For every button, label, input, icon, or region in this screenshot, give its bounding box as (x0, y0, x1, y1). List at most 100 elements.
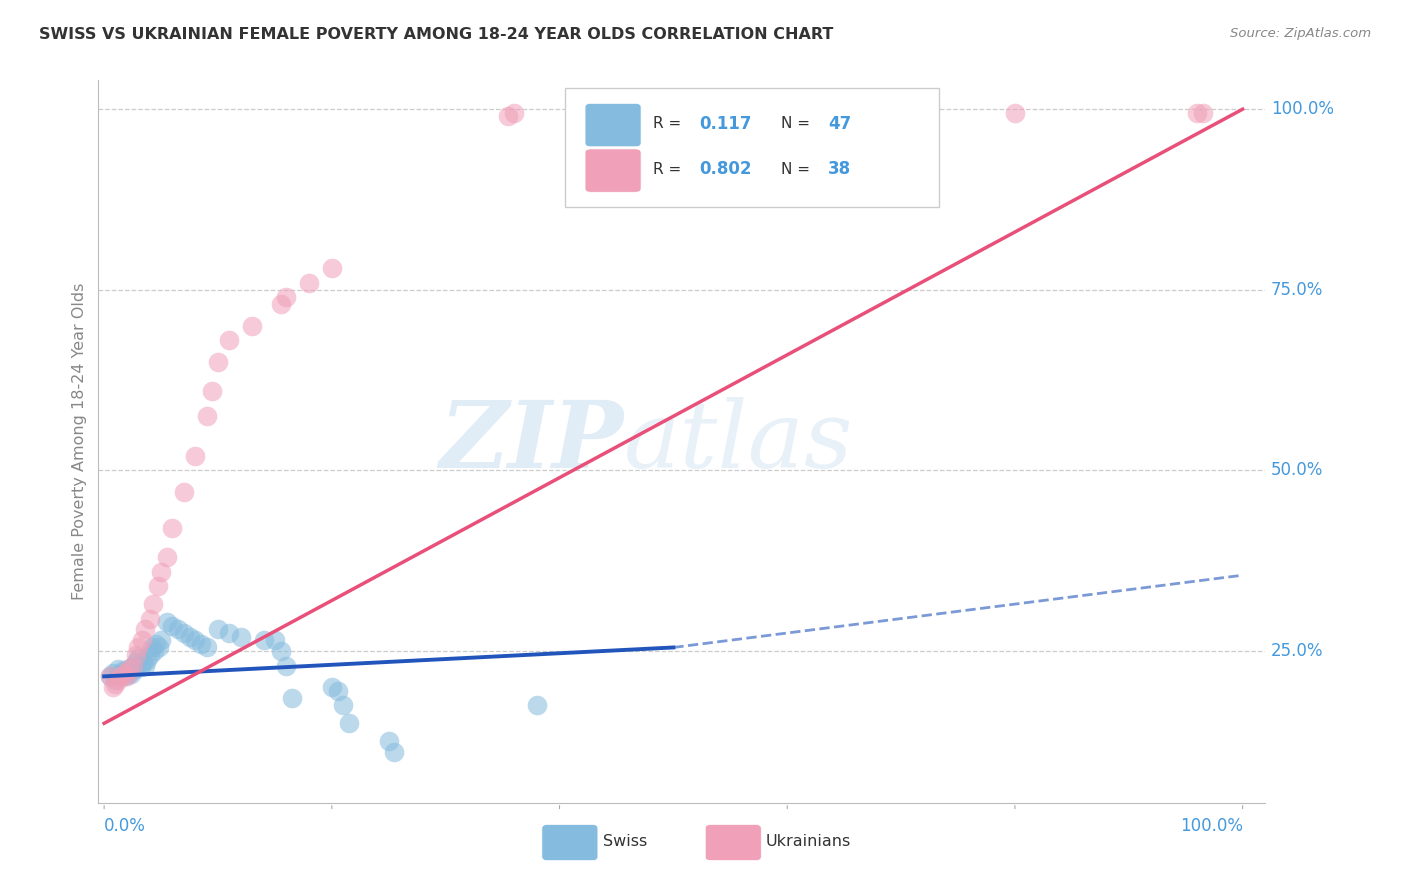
FancyBboxPatch shape (585, 149, 641, 193)
Point (104, 673, 127, 687)
Text: 50.0%: 50.0% (1271, 461, 1323, 479)
Point (384, 745, 406, 759)
Point (146, 579, 169, 593)
Point (150, 565, 173, 579)
Point (120, 667, 142, 681)
Text: R =: R = (652, 161, 681, 177)
Point (377, 734, 399, 748)
Text: 100.0%: 100.0% (1180, 817, 1243, 835)
Point (114, 669, 136, 683)
Point (115, 662, 138, 676)
Point (321, 261, 343, 276)
Point (121, 658, 143, 673)
Text: Ukrainians: Ukrainians (766, 834, 851, 849)
Point (173, 485, 195, 500)
Text: 47: 47 (828, 115, 851, 133)
Point (134, 658, 156, 673)
Point (124, 662, 146, 676)
Point (218, 334, 240, 348)
Point (1191, 105, 1213, 120)
Point (229, 630, 252, 644)
Point (141, 640, 163, 655)
Text: N =: N = (782, 161, 810, 177)
Point (125, 648, 148, 662)
Point (173, 626, 195, 640)
Text: N =: N = (782, 116, 810, 131)
Point (207, 355, 229, 369)
Point (332, 698, 354, 713)
Point (337, 716, 360, 731)
Point (111, 665, 134, 679)
Point (127, 640, 149, 655)
Point (103, 680, 125, 694)
Point (195, 409, 218, 424)
Point (103, 665, 125, 680)
FancyBboxPatch shape (565, 87, 939, 207)
Point (129, 660, 152, 674)
Text: 0.802: 0.802 (699, 161, 752, 178)
Point (276, 658, 298, 673)
Point (142, 597, 165, 611)
Point (326, 683, 349, 698)
Point (162, 521, 184, 535)
Point (118, 662, 141, 676)
Text: Source: ZipAtlas.com: Source: ZipAtlas.com (1230, 27, 1371, 40)
Point (264, 633, 287, 648)
Point (127, 651, 149, 665)
Point (136, 653, 159, 667)
Point (98, 669, 121, 683)
Text: 75.0%: 75.0% (1271, 281, 1323, 299)
Point (150, 633, 173, 648)
Text: atlas: atlas (624, 397, 853, 486)
Point (276, 290, 298, 304)
Point (776, 105, 799, 120)
Point (252, 633, 274, 648)
Point (498, 109, 520, 123)
Text: 38: 38 (828, 161, 851, 178)
Point (110, 669, 132, 683)
Point (298, 276, 321, 290)
FancyBboxPatch shape (706, 824, 761, 861)
Point (605, 109, 627, 123)
Point (98, 669, 121, 683)
Point (787, 105, 810, 120)
Point (1185, 105, 1208, 120)
Point (138, 611, 160, 625)
Point (240, 318, 263, 333)
Point (156, 615, 179, 630)
Point (121, 658, 143, 673)
Point (134, 623, 156, 637)
Point (201, 384, 224, 398)
Point (131, 633, 153, 648)
Point (125, 655, 148, 669)
FancyBboxPatch shape (585, 103, 641, 147)
Point (207, 623, 229, 637)
Point (108, 667, 131, 681)
Point (179, 630, 201, 644)
Y-axis label: Female Poverty Among 18-24 Year Olds: Female Poverty Among 18-24 Year Olds (72, 283, 87, 600)
Point (156, 550, 179, 565)
Point (190, 637, 212, 651)
Point (218, 626, 240, 640)
Text: SWISS VS UKRAINIAN FEMALE POVERTY AMONG 18-24 YEAR OLDS CORRELATION CHART: SWISS VS UKRAINIAN FEMALE POVERTY AMONG … (39, 27, 834, 42)
Point (503, 105, 526, 120)
Point (184, 633, 207, 648)
FancyBboxPatch shape (541, 824, 598, 861)
Point (184, 449, 207, 463)
Point (138, 648, 160, 662)
Point (148, 640, 170, 655)
Text: ZIP: ZIP (439, 397, 624, 486)
Point (195, 640, 218, 655)
Point (145, 637, 167, 651)
Point (107, 662, 129, 676)
Point (107, 673, 129, 687)
Point (1004, 105, 1026, 120)
Point (167, 623, 190, 637)
Text: 25.0%: 25.0% (1271, 642, 1323, 660)
Point (118, 665, 141, 680)
Point (162, 619, 184, 633)
Point (114, 665, 136, 680)
Point (270, 297, 292, 311)
Point (270, 644, 292, 658)
Point (321, 680, 343, 694)
